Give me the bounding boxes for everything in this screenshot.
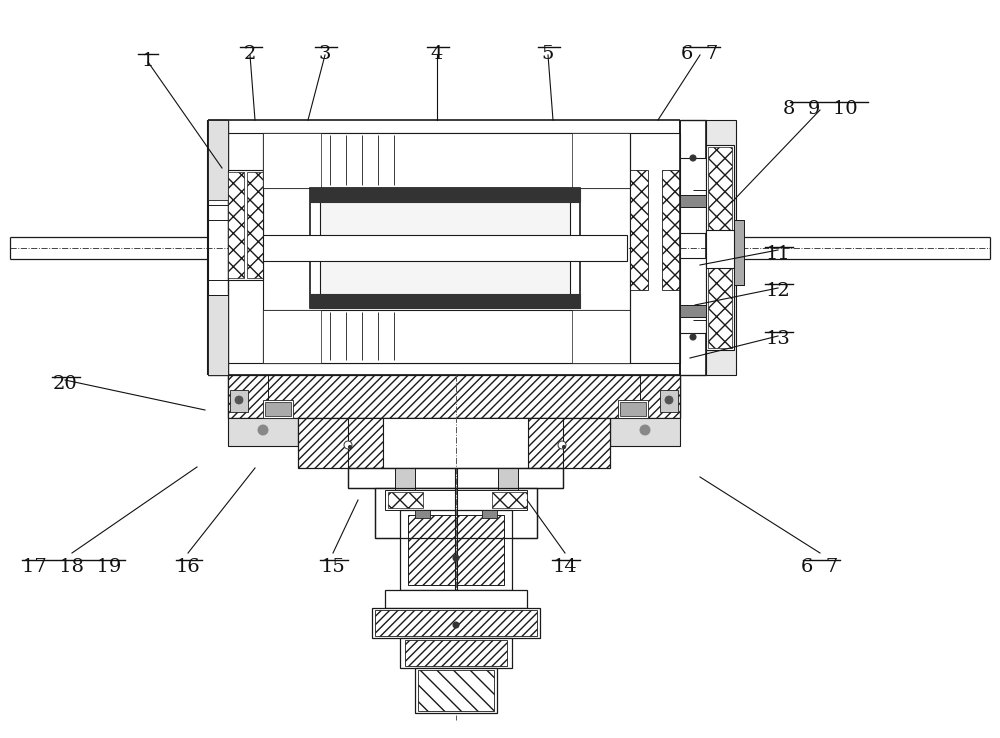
Circle shape xyxy=(562,446,566,449)
Bar xyxy=(620,402,646,416)
Text: 11: 11 xyxy=(766,245,790,263)
Text: 4: 4 xyxy=(431,45,443,63)
Bar xyxy=(263,133,630,188)
Bar xyxy=(482,510,497,518)
Polygon shape xyxy=(208,120,228,200)
Bar xyxy=(662,170,680,290)
Bar xyxy=(415,510,430,518)
Text: 3: 3 xyxy=(319,45,331,63)
Bar xyxy=(708,147,732,245)
Bar xyxy=(680,195,706,207)
Bar xyxy=(618,400,648,418)
Bar xyxy=(375,610,537,636)
Bar xyxy=(372,608,540,638)
Bar xyxy=(706,230,734,268)
Bar xyxy=(498,468,518,493)
Bar xyxy=(265,402,291,416)
Circle shape xyxy=(453,622,459,628)
Bar xyxy=(263,310,321,363)
Bar xyxy=(375,488,537,538)
Bar xyxy=(348,418,383,468)
Text: 2: 2 xyxy=(244,45,256,63)
Bar xyxy=(310,188,580,202)
Text: 16: 16 xyxy=(176,558,200,576)
Bar xyxy=(528,418,563,468)
Bar xyxy=(680,158,706,233)
Text: 6  7: 6 7 xyxy=(681,45,719,63)
Bar xyxy=(385,590,527,608)
Circle shape xyxy=(558,441,566,449)
Bar xyxy=(263,310,630,363)
Bar xyxy=(706,248,734,350)
Circle shape xyxy=(690,334,696,340)
Bar xyxy=(383,418,528,468)
Circle shape xyxy=(344,441,352,449)
Circle shape xyxy=(690,155,696,161)
Text: 14: 14 xyxy=(553,558,577,576)
Bar xyxy=(572,310,630,363)
Circle shape xyxy=(235,396,243,404)
Text: 17  18  19: 17 18 19 xyxy=(22,558,122,576)
Bar xyxy=(408,515,504,585)
Bar xyxy=(263,235,627,261)
Bar xyxy=(263,400,293,418)
Bar xyxy=(228,418,298,446)
Bar xyxy=(298,418,610,468)
Bar xyxy=(228,170,263,280)
Bar xyxy=(263,133,321,188)
Bar xyxy=(630,170,648,290)
Bar xyxy=(400,510,512,590)
Text: 13: 13 xyxy=(766,330,790,348)
Circle shape xyxy=(665,396,673,404)
Bar xyxy=(320,198,570,298)
Circle shape xyxy=(258,425,268,435)
Bar xyxy=(228,375,680,418)
Text: 5: 5 xyxy=(542,45,554,63)
Text: 15: 15 xyxy=(321,558,345,576)
Bar xyxy=(630,133,680,363)
Bar xyxy=(247,172,263,278)
Bar xyxy=(706,120,736,375)
Bar xyxy=(660,390,678,412)
Bar xyxy=(348,468,563,488)
Text: 8  9  10: 8 9 10 xyxy=(783,100,857,118)
Text: 6  7: 6 7 xyxy=(801,558,839,576)
Bar xyxy=(415,668,497,713)
Polygon shape xyxy=(228,375,680,418)
Bar xyxy=(405,640,507,666)
Bar xyxy=(708,250,732,348)
Bar xyxy=(310,188,580,308)
Circle shape xyxy=(349,446,352,449)
Bar xyxy=(418,670,494,711)
Bar xyxy=(395,468,415,493)
Bar xyxy=(400,638,512,668)
Circle shape xyxy=(640,425,650,435)
Bar xyxy=(310,294,580,308)
Bar xyxy=(388,492,423,508)
Bar xyxy=(680,305,706,317)
Bar xyxy=(230,390,248,412)
Bar xyxy=(385,490,527,510)
Bar xyxy=(492,492,527,508)
Bar xyxy=(734,220,744,285)
Bar xyxy=(610,418,680,446)
Text: 12: 12 xyxy=(766,282,790,300)
Bar xyxy=(680,258,706,333)
Bar xyxy=(640,375,680,418)
Text: 20: 20 xyxy=(53,375,77,393)
Circle shape xyxy=(453,555,459,561)
Bar xyxy=(572,133,630,188)
Bar xyxy=(228,375,268,418)
Polygon shape xyxy=(208,295,228,375)
Bar xyxy=(706,145,734,247)
Bar xyxy=(228,172,244,278)
Text: 1: 1 xyxy=(142,52,154,70)
